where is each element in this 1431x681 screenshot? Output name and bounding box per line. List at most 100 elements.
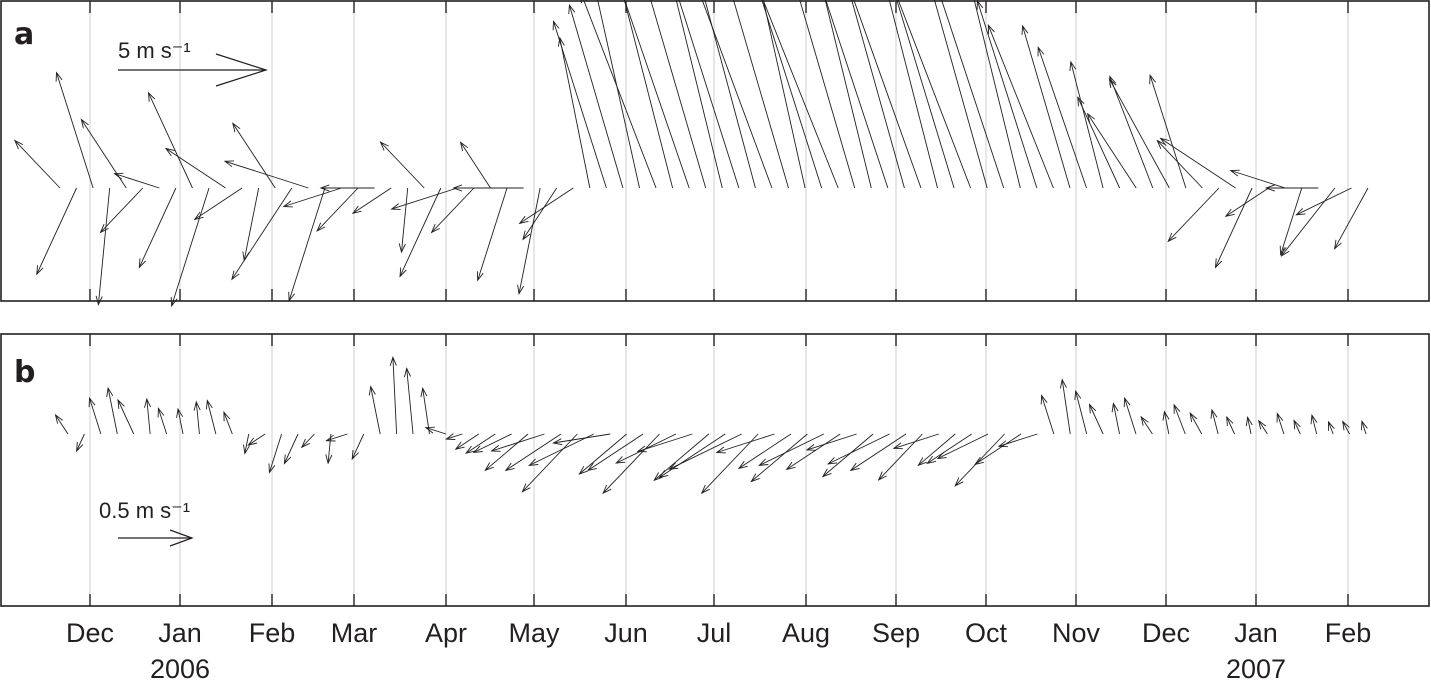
panel-a-stick-head-10: [164, 147, 175, 157]
panel-b-stick-7: [177, 408, 184, 435]
panel-b-stick-9: [206, 400, 217, 435]
panel-a-stick-63: [1070, 61, 1104, 189]
panel-a-stick-head-65: [1086, 112, 1096, 123]
panel-a-stick-71: [1160, 138, 1236, 189]
panel-b-stick-40: [659, 433, 726, 478]
panel-b-stick-head-70: [1210, 408, 1218, 419]
panel-b-stick-head-37: [615, 456, 626, 464]
panel-b-stick-head-10: [223, 410, 231, 422]
panel-b-stick-12: [248, 433, 266, 446]
panel-a-stick-77: [1281, 187, 1336, 257]
panel-b-ticks: [89, 334, 1349, 606]
x-tick-label-10: Oct: [965, 618, 1008, 648]
panel-b-stick-32: [529, 433, 594, 466]
panel-a-stick-head-63: [1069, 60, 1077, 71]
panel-b-stick-head-56: [936, 451, 947, 460]
panel-a-stick-47: [762, 0, 839, 189]
panel-b-stick-head-79: [1361, 419, 1368, 431]
panel-a-stick-52: [853, 0, 922, 189]
panel-a-stick-8: [148, 92, 193, 189]
panel-a-ticks: [89, 1, 1349, 301]
panel-b-stick-28: [485, 433, 529, 471]
x-tick-label-14: Feb: [1325, 618, 1372, 648]
panel-b-stick-head-65: [1123, 396, 1131, 408]
panel-b-stick-head-6: [157, 407, 165, 418]
panel-b-stick-51: [850, 433, 907, 471]
panel-a-stick-60: [987, 25, 1054, 189]
panel-b-stick-head-43: [715, 446, 726, 454]
panel-a-stick-20: [352, 187, 392, 214]
panel-b-stick-head-55: [926, 455, 937, 465]
panel-a-stick-74: [1230, 170, 1286, 189]
panel-b-stick-head-20: [389, 355, 397, 367]
panel-a-scale-arrow: [118, 53, 268, 87]
panel-a-stick-head-9: [170, 296, 178, 308]
panel-b-stick-41: [669, 433, 742, 470]
panel-b-stick-67: [1163, 411, 1170, 435]
panel-b-stick-head-47: [785, 461, 796, 471]
panel-a-stick-53: [888, 0, 938, 189]
panel-b-stick-15: [301, 433, 315, 448]
panel-b-frame: [0, 333, 1430, 607]
panel-a-stick-3: [97, 187, 111, 305]
panel-a-stick-0: [14, 140, 61, 189]
panel-a-stick-75: [1280, 187, 1303, 255]
panel-b-stick-10: [223, 412, 233, 435]
panel-a-stick-62: [1037, 47, 1087, 189]
panel-a-stick-head-34: [568, 3, 576, 15]
panel-b-stick-45: [751, 433, 808, 482]
panel-b-stick-0: [55, 414, 69, 435]
panel-b-stick-head-23: [424, 426, 435, 434]
panel-b-stick-head-51: [849, 462, 860, 472]
panel-b-stick-head-21: [403, 367, 412, 378]
panel-b-scale-arrow: [118, 529, 194, 547]
panel-a-stick-14: [231, 187, 293, 280]
panel-b-stick-72: [1247, 417, 1252, 435]
panel-b-stick-head-11: [243, 444, 250, 455]
panel-b-stick-11: [244, 433, 250, 454]
panel-b-stick-head-60: [1040, 394, 1048, 405]
panel-b-stick-57: [954, 433, 1005, 487]
panel-b-stick-25: [455, 433, 480, 450]
panel-b-stick-head-76: [1310, 413, 1318, 425]
panel-b-stick-head-39: [653, 472, 663, 482]
panel-b-stick-70: [1211, 409, 1219, 435]
panel-b-stick-4: [117, 399, 135, 435]
panel-a-stick-33: [553, 21, 607, 189]
x-tick-label-13: Jan: [1234, 618, 1278, 648]
panel-a-stick-42: [704, 0, 756, 189]
panel-b-stick-head-4: [117, 398, 125, 410]
panel-b-stick-head-50: [827, 457, 838, 465]
panel-a-stick-head-16: [288, 291, 295, 303]
panel-b-stick-head-12: [247, 437, 258, 446]
panel-b-stick-35: [587, 433, 644, 471]
panel-b-stick-head-54: [917, 457, 927, 467]
panel-b-stick-53: [893, 433, 939, 449]
panel-b-stick-77: [1328, 421, 1334, 435]
panel-b-stick-18: [351, 433, 365, 460]
x-tick-label-6: Jun: [604, 618, 648, 648]
panel-a-stick-head-13: [232, 122, 241, 133]
panel-b-stick-head-69: [1189, 411, 1198, 423]
panel-a-stick-70: [1167, 187, 1220, 242]
panel-b-stick-44: [738, 433, 792, 469]
panel-b-stick-22: [422, 388, 430, 435]
panel-b-stick-head-45: [750, 473, 760, 483]
panel-a-stick-head-68: [1149, 73, 1156, 85]
panel-b-stick-14: [283, 433, 299, 464]
panel-b-stick-head-75: [1293, 419, 1301, 430]
panel-a-stick-head-36: [580, 0, 588, 4]
panel-a-stick-7: [138, 187, 177, 268]
panel-a-stick-68: [1149, 75, 1187, 189]
panel-a-stick-head-23: [399, 267, 407, 278]
panel-b-stick-head-41: [668, 462, 679, 470]
panel-b-stick-78: [1342, 421, 1350, 435]
panel-b-gridlines: [89, 346, 1349, 594]
panel-a-stick-55: [897, 0, 972, 189]
panel-b-stick-head-14: [283, 454, 292, 465]
panel-b-stick-5: [146, 398, 151, 435]
panel-a-stick-49: [824, 0, 872, 189]
panel-b-stick-38: [637, 433, 693, 452]
x-year-label-0: 2006: [150, 654, 210, 681]
panel-b-stick-61: [1061, 379, 1071, 435]
